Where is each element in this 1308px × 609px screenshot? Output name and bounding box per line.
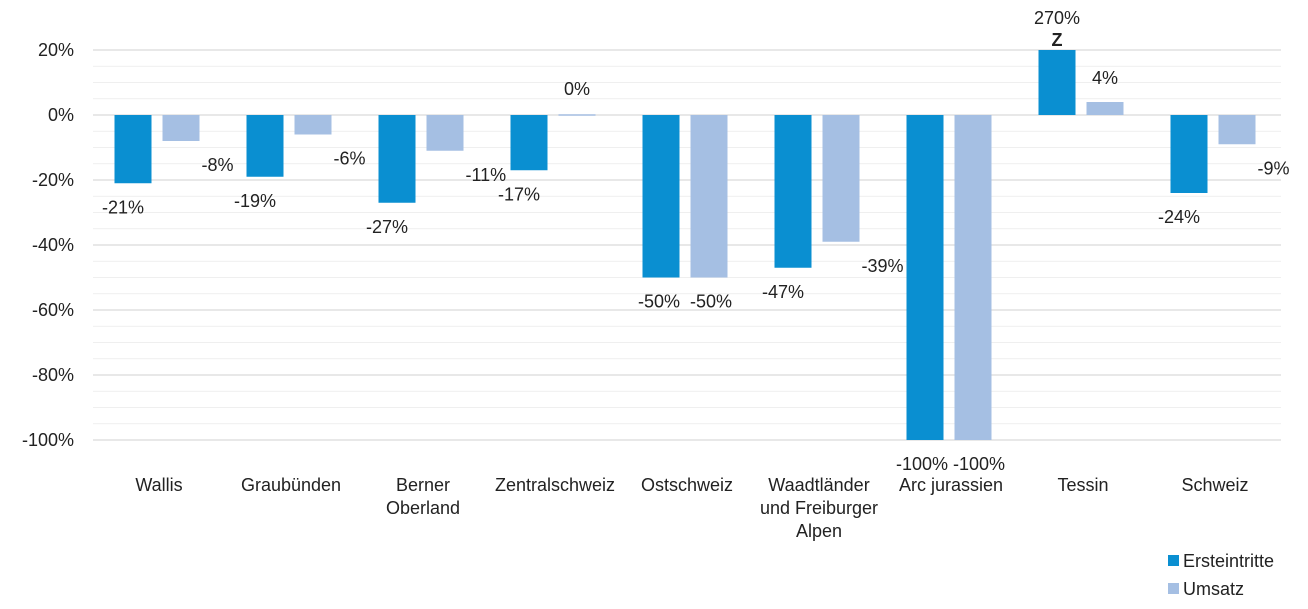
data-label: -8% — [202, 155, 234, 175]
legend-label: Ersteintritte — [1183, 551, 1274, 571]
y-tick-label: -40% — [32, 235, 74, 255]
data-label: 270% — [1034, 8, 1080, 28]
clip-marker: Z — [1052, 30, 1063, 50]
data-label: -39% — [862, 256, 904, 276]
bar-ersteintritte — [1170, 115, 1208, 193]
data-label: -17% — [498, 184, 540, 204]
bar-ersteintritte — [246, 115, 284, 177]
legend-label: Umsatz — [1183, 579, 1244, 599]
data-label: -100% — [896, 454, 948, 474]
category-label: Zentralschweiz — [495, 475, 615, 495]
category-label: Graubünden — [241, 475, 341, 495]
category-label: und Freiburger — [760, 498, 878, 518]
legend-swatch — [1168, 583, 1179, 594]
data-label: -27% — [366, 217, 408, 237]
data-label: -6% — [334, 149, 366, 169]
category-label: Waadtländer — [768, 475, 869, 495]
bar-umsatz — [822, 115, 860, 242]
category-label: Ostschweiz — [641, 475, 733, 495]
x-axis: Wallis Graubünden Berner Oberland Zentralsch… — [135, 475, 1248, 541]
category-label: Tessin — [1057, 475, 1108, 495]
data-label: -50% — [690, 292, 732, 312]
bar-ersteintritte — [114, 115, 152, 184]
bar-umsatz — [1218, 115, 1256, 145]
bar-ersteintritte — [642, 115, 680, 278]
data-labels: -21% -19% -27% -17% -50% -47% -100% 270% -24% -8%… — [102, 8, 1290, 474]
data-label: -19% — [234, 191, 276, 211]
data-label: -11% — [466, 165, 507, 185]
data-label: -9% — [1258, 158, 1290, 178]
category-label: Wallis — [135, 475, 182, 495]
category-label: Oberland — [386, 498, 460, 518]
bar-umsatz — [426, 115, 464, 151]
legend: Ersteintritte Umsatz — [1168, 551, 1274, 599]
bars — [114, 50, 1256, 440]
category-label: Schweiz — [1181, 475, 1248, 495]
legend-swatch — [1168, 555, 1179, 566]
y-tick-label: -100% — [22, 430, 74, 450]
y-tick-label: 0% — [48, 105, 74, 125]
y-tick-label: 20% — [38, 40, 74, 60]
data-label: 4% — [1092, 68, 1118, 88]
data-label: -50% — [638, 292, 680, 312]
bar-ersteintritte — [510, 115, 548, 171]
bar-umsatz — [558, 114, 596, 116]
bar-ersteintritte — [906, 115, 944, 440]
category-label: Berner — [396, 475, 450, 495]
category-label: Alpen — [796, 521, 842, 541]
bar-umsatz — [294, 115, 332, 135]
y-tick-label: -20% — [32, 170, 74, 190]
bar-umsatz — [1086, 102, 1124, 115]
bar-ersteintritte — [378, 115, 416, 203]
data-label: -21% — [102, 197, 144, 217]
data-label: 0% — [564, 79, 590, 99]
bar-umsatz — [690, 115, 728, 278]
gridlines — [93, 49, 1281, 441]
bar-umsatz — [954, 115, 992, 440]
bar-ersteintritte — [774, 115, 812, 268]
category-label: Arc jurassien — [899, 475, 1003, 495]
bar-ersteintritte — [1038, 50, 1076, 115]
bar-umsatz — [162, 115, 200, 141]
y-axis: 20% 0% -20% -40% -60% -80% -100% — [22, 40, 74, 450]
data-label: -24% — [1158, 207, 1200, 227]
data-label: -47% — [762, 282, 804, 302]
data-label: -100% — [953, 454, 1005, 474]
y-tick-label: -80% — [32, 365, 74, 385]
y-tick-label: -60% — [32, 300, 74, 320]
